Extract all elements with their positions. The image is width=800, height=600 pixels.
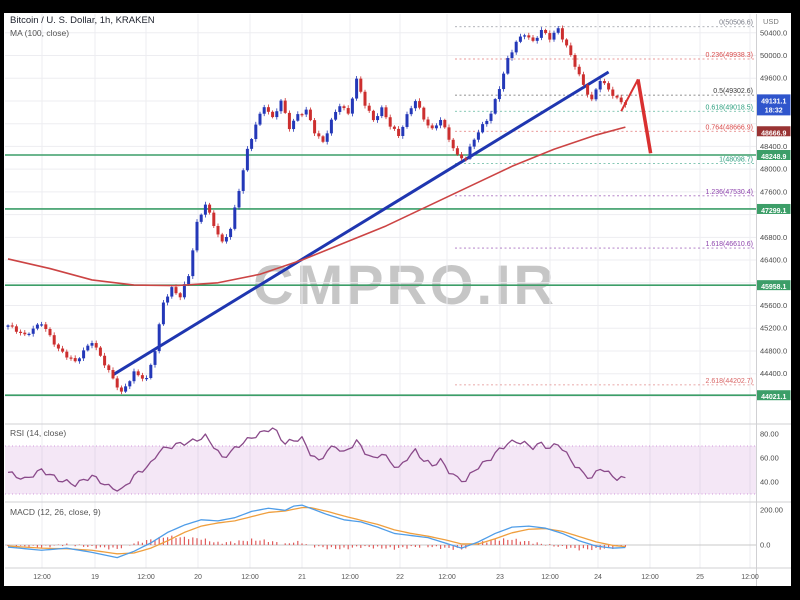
svg-text:45200.0: 45200.0 bbox=[760, 324, 787, 333]
svg-text:45600.0: 45600.0 bbox=[760, 301, 787, 310]
macd-histogram bbox=[7, 535, 626, 551]
svg-text:1.236(47530.4): 1.236(47530.4) bbox=[706, 189, 753, 196]
svg-text:23: 23 bbox=[496, 574, 504, 581]
svg-text:0.0: 0.0 bbox=[760, 541, 770, 550]
svg-text:48000.0: 48000.0 bbox=[760, 165, 787, 174]
svg-text:18:32: 18:32 bbox=[765, 107, 783, 114]
svg-text:0.618(49018.5): 0.618(49018.5) bbox=[706, 104, 753, 111]
svg-text:12:00: 12:00 bbox=[641, 574, 659, 581]
support-lines bbox=[5, 154, 756, 397]
svg-text:44400.0: 44400.0 bbox=[760, 369, 787, 378]
svg-text:0.236(49938.3): 0.236(49938.3) bbox=[706, 52, 753, 59]
svg-text:1(48098.7): 1(48098.7) bbox=[719, 157, 753, 164]
macd-line bbox=[7, 504, 626, 559]
rsi-band bbox=[5, 445, 756, 495]
svg-text:48666.9: 48666.9 bbox=[761, 130, 786, 137]
svg-text:19: 19 bbox=[91, 574, 99, 581]
svg-text:44800.0: 44800.0 bbox=[760, 346, 787, 355]
currency-label: USD bbox=[763, 17, 779, 26]
svg-text:22: 22 bbox=[396, 574, 404, 581]
svg-text:0.764(48666.9): 0.764(48666.9) bbox=[706, 124, 753, 131]
svg-text:48248.9: 48248.9 bbox=[761, 154, 786, 161]
candles bbox=[6, 25, 627, 395]
svg-text:48400.0: 48400.0 bbox=[760, 142, 787, 151]
forecast-line bbox=[620, 78, 653, 154]
svg-text:12:00: 12:00 bbox=[541, 574, 559, 581]
symbol-title[interactable]: Bitcoin / U. S. Dollar, 1h, KRAKEN bbox=[10, 15, 155, 26]
svg-text:40.00: 40.00 bbox=[760, 478, 779, 487]
svg-text:25: 25 bbox=[696, 574, 704, 581]
fibonacci-levels: 0(50506.6) 0.236(49938.3) 0.5(49302.6) 0.61… bbox=[455, 20, 756, 386]
svg-text:12:00: 12:00 bbox=[33, 574, 51, 581]
svg-text:49131.1: 49131.1 bbox=[761, 98, 786, 105]
svg-text:24: 24 bbox=[594, 574, 602, 581]
svg-text:50000.0: 50000.0 bbox=[760, 51, 787, 60]
svg-text:12:00: 12:00 bbox=[438, 574, 456, 581]
svg-text:44021.1: 44021.1 bbox=[761, 394, 786, 401]
svg-text:200.00: 200.00 bbox=[760, 506, 783, 515]
macd-signal-line bbox=[7, 506, 626, 555]
svg-text:47600.0: 47600.0 bbox=[760, 187, 787, 196]
svg-text:49600.0: 49600.0 bbox=[760, 74, 787, 83]
svg-text:0.5(49302.6): 0.5(49302.6) bbox=[713, 88, 753, 95]
svg-text:21: 21 bbox=[298, 574, 306, 581]
svg-text:12:00: 12:00 bbox=[341, 574, 359, 581]
trendline[interactable] bbox=[112, 70, 610, 377]
price-axis[interactable]: 50400.0 50000.0 49600.0 48400.0 48000.0 47600… bbox=[760, 28, 787, 549]
svg-text:2.618(44202.7): 2.618(44202.7) bbox=[706, 378, 753, 385]
svg-text:12:00: 12:00 bbox=[741, 574, 759, 581]
svg-text:50400.0: 50400.0 bbox=[760, 28, 787, 37]
grid bbox=[5, 14, 756, 568]
ma100-line bbox=[7, 126, 626, 287]
svg-text:0(50506.6): 0(50506.6) bbox=[719, 20, 753, 27]
svg-text:12:00: 12:00 bbox=[241, 574, 259, 581]
svg-text:20: 20 bbox=[194, 574, 202, 581]
svg-text:47299.1: 47299.1 bbox=[761, 208, 786, 215]
axis-badges: 48248.9 47299.1 45958.1 44021.1 48666.9 49131… bbox=[757, 94, 791, 401]
panel-separators bbox=[5, 14, 791, 586]
svg-text:60.00: 60.00 bbox=[760, 454, 779, 463]
chart-background bbox=[4, 13, 791, 586]
svg-text:46800.0: 46800.0 bbox=[760, 233, 787, 242]
time-axis[interactable]: 12:00 19 12:00 20 12:00 21 12:00 22 12:00 23 12:00… bbox=[33, 574, 759, 581]
svg-text:12:00: 12:00 bbox=[137, 574, 155, 581]
svg-text:46400.0: 46400.0 bbox=[760, 256, 787, 265]
rsi-legend[interactable]: RSI (14, close) bbox=[10, 428, 67, 438]
svg-text:1.618(46610.6): 1.618(46610.6) bbox=[706, 241, 753, 248]
ma-legend[interactable]: MA (100, close) bbox=[10, 28, 70, 38]
macd-legend[interactable]: MACD (12, 26, close, 9) bbox=[10, 507, 101, 517]
rsi-line bbox=[7, 427, 626, 492]
svg-text:45958.1: 45958.1 bbox=[761, 284, 786, 291]
svg-text:80.00: 80.00 bbox=[760, 430, 779, 439]
